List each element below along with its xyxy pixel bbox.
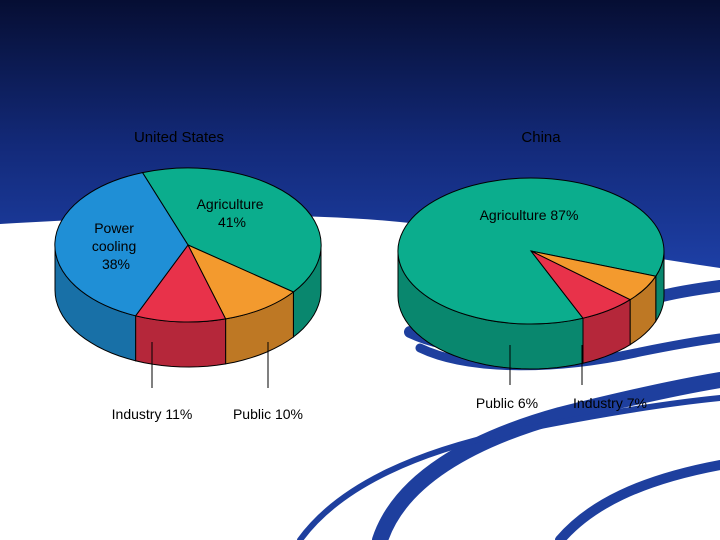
us-industry-slice — [134, 244, 227, 323]
us-power-label-line1: Power — [94, 220, 134, 236]
us-industry-side — [135, 315, 227, 368]
us-agriculture-slice — [141, 167, 322, 293]
us-pie-chart — [54, 167, 322, 368]
us-agriculture-label: Agriculture 41% — [197, 196, 268, 230]
us-power-cooling-slice — [54, 172, 189, 317]
china-public-label: Public 6% — [476, 395, 538, 411]
us-power-label-line2: cooling — [92, 238, 136, 254]
china-chart-title: China — [521, 129, 561, 146]
us-power-cooling-label: Power cooling 38% — [92, 220, 140, 272]
china-agriculture-label: Agriculture 87% — [480, 207, 579, 223]
us-chart-title: United States — [134, 129, 224, 146]
us-industry-label: Industry 11% — [112, 406, 193, 422]
china-pie-chart — [397, 177, 665, 370]
us-agriculture-label-line2: 41% — [218, 214, 246, 230]
us-agriculture-label-line1: Agriculture — [197, 196, 264, 212]
china-industry-slice — [530, 250, 632, 319]
leader-lines — [151, 342, 583, 388]
us-power-label-line3: 38% — [102, 256, 130, 272]
china-industry-label: Industry 7% — [573, 395, 647, 411]
us-public-slice — [186, 243, 295, 320]
us-public-label: Public 10% — [233, 406, 303, 422]
